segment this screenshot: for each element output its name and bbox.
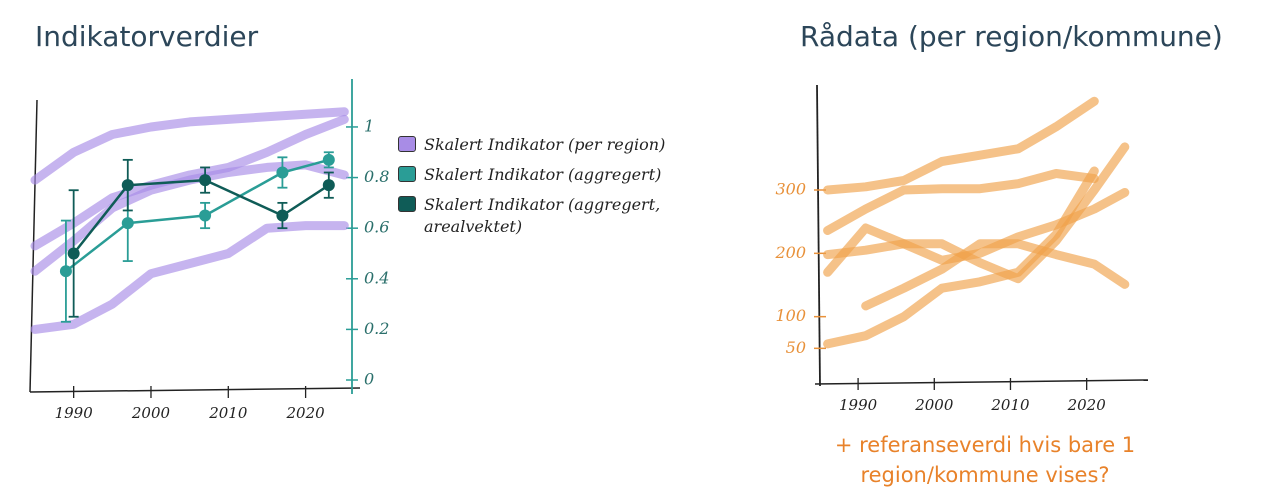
point	[67, 247, 80, 260]
legend-item: Skalert Indikator (aggregert)	[398, 164, 708, 186]
x-tick-label: 2000	[914, 396, 954, 414]
x-axis	[29, 387, 361, 393]
legend-item: Skalert Indikator (aggregert, arealvekte…	[398, 194, 708, 238]
y-tick-label: 200	[774, 243, 806, 262]
y-axis	[816, 84, 821, 387]
point	[121, 217, 134, 230]
point	[121, 179, 134, 192]
x-tick-label: 1990	[839, 396, 878, 414]
x-axis	[814, 379, 1149, 385]
y-tick-label: 0.8	[364, 167, 389, 186]
legend-swatch	[398, 136, 416, 152]
legend-label: Skalert Indikator (aggregert, arealvekte…	[424, 195, 661, 236]
y-tick-label: 0.2	[364, 319, 389, 338]
series-line	[823, 169, 1099, 235]
x-tick-label: 2010	[208, 404, 248, 422]
y-tick-label: 100	[775, 306, 806, 325]
y-tick-label: 1	[364, 116, 374, 135]
y-tick-label: 50	[786, 338, 806, 357]
legend-swatch	[398, 166, 416, 182]
y-tick-label: 0	[364, 370, 374, 389]
point	[59, 265, 72, 278]
chart-title: Indikatorverdier	[35, 20, 259, 53]
legend-label: Skalert Indikator (per region)	[424, 135, 666, 154]
x-tick-label: 2010	[990, 396, 1030, 414]
point	[276, 166, 289, 179]
x-tick-label: 2020	[286, 404, 326, 422]
series-line	[823, 96, 1099, 195]
legend: Skalert Indikator (per region) Skalert In…	[398, 134, 708, 246]
series-line	[823, 142, 1130, 284]
y-tick-label: 300	[775, 180, 806, 199]
point	[276, 209, 289, 222]
y-tick-label: 0.4	[364, 268, 389, 287]
legend-item: Skalert Indikator (per region)	[398, 134, 708, 156]
point	[199, 174, 212, 187]
point	[199, 209, 212, 222]
point	[322, 179, 335, 192]
legend-label: Skalert Indikator (aggregert)	[424, 165, 662, 184]
x-tick-label: 2020	[1067, 396, 1107, 414]
y-tick-label: 0.6	[364, 218, 389, 237]
x-tick-label: 1990	[55, 404, 94, 422]
series-line	[823, 166, 1099, 349]
annotation: + referanseverdi hvis bare 1 region/komm…	[834, 433, 1136, 487]
legend-swatch	[398, 196, 416, 212]
point	[322, 153, 335, 166]
series-line	[30, 221, 349, 334]
series-line	[30, 114, 349, 251]
chart-title: Rådata (per region/kommune)	[800, 20, 1223, 53]
x-tick-label: 2000	[131, 404, 171, 422]
series-line	[861, 239, 1130, 311]
series-line	[30, 107, 349, 185]
